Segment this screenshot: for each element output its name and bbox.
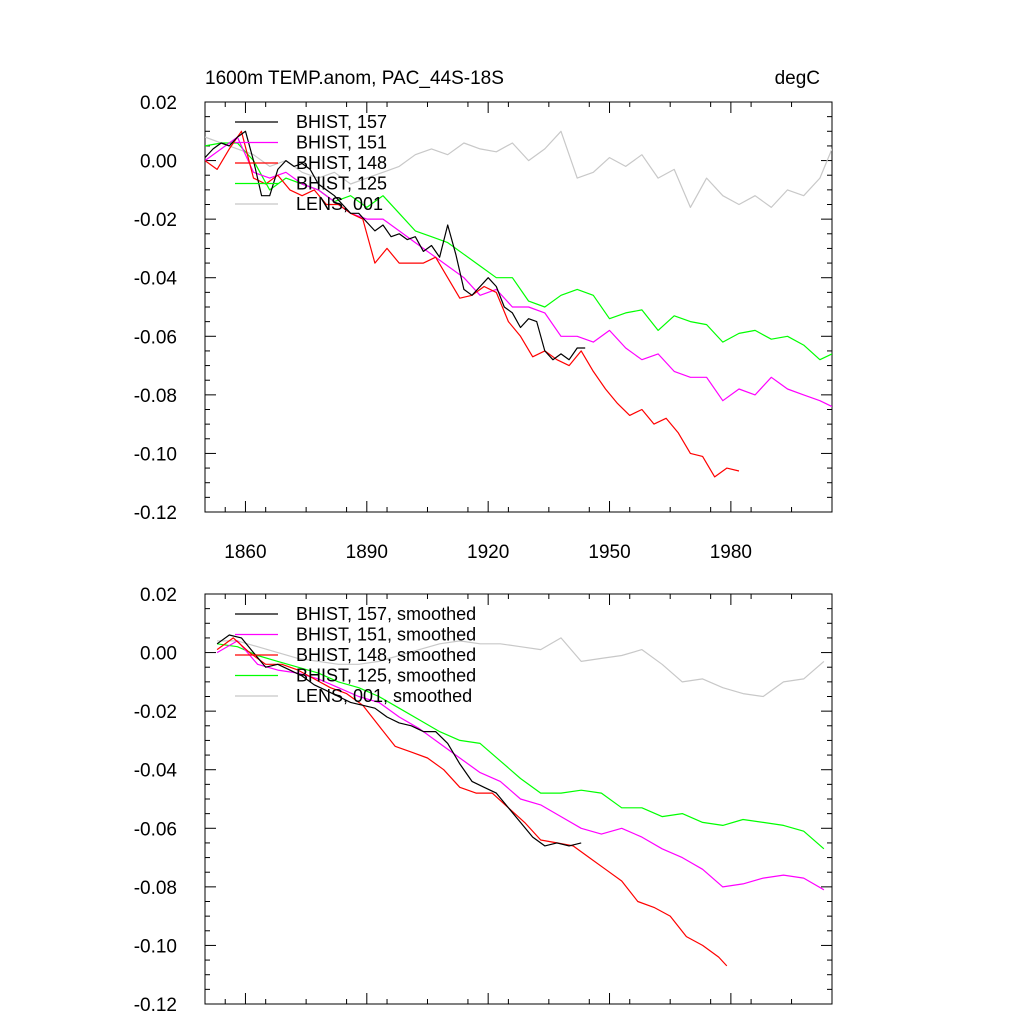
y-tick-label: -0.10 <box>134 936 177 957</box>
y-tick-label: -0.04 <box>134 761 178 782</box>
legend-label: LENS, 001 <box>296 194 383 214</box>
series-line <box>216 637 728 967</box>
chart-title: 1600m TEMP.anom, PAC_44S-18S <box>205 68 504 89</box>
x-tick-label: 1950 <box>588 542 630 563</box>
series-line <box>205 130 586 361</box>
y-tick-label: -0.02 <box>134 702 177 723</box>
y-tick-label: -0.10 <box>134 444 177 465</box>
series-line <box>205 136 832 408</box>
x-tick-label: 1890 <box>346 542 388 563</box>
y-tick-label: -0.08 <box>134 386 177 407</box>
y-tick-label: -0.06 <box>134 327 177 348</box>
series-line <box>216 640 825 891</box>
x-tick-label: 1860 <box>224 542 266 563</box>
legend-label: BHIST, 151 <box>296 133 387 153</box>
y-tick-label: -0.02 <box>134 210 177 231</box>
legend-label: LENS, 001, smoothed <box>296 686 472 706</box>
series-line <box>205 130 832 208</box>
y-tick-label: 0.00 <box>140 152 177 173</box>
legend-label: BHIST, 157, smoothed <box>296 604 476 624</box>
y-tick-label: 0.02 <box>140 585 177 606</box>
top-panel: 0.02 0.00 -0.02 -0.04 -0.06 -0.08 -0.10 -0.12 18… <box>134 93 833 563</box>
series-line <box>217 637 825 698</box>
legend-label: BHIST, 157 <box>296 112 387 132</box>
series-line <box>217 643 825 850</box>
y-tick-label: 0.00 <box>140 644 177 665</box>
x-tick-label: 1980 <box>710 542 752 563</box>
y-tick-label: -0.12 <box>134 503 177 524</box>
y-tick-label: -0.04 <box>134 269 178 290</box>
y-tick-label: 0.02 <box>140 93 177 114</box>
legend-label: BHIST, 151, smoothed <box>296 625 476 645</box>
legend-label: BHIST, 125 <box>296 174 387 194</box>
legend-label: BHIST, 148 <box>296 153 387 173</box>
y-tick-label: -0.06 <box>134 819 177 840</box>
legend-label: BHIST, 125, smoothed <box>296 666 476 686</box>
y-tick-label: -0.12 <box>134 995 177 1016</box>
legend-label: BHIST, 148, smoothed <box>296 645 476 665</box>
units-label: degC <box>775 68 820 89</box>
series-line <box>216 634 582 847</box>
bottom-panel: 0.02 0.00 -0.02 -0.04 -0.06 -0.08 -0.10 -0.12 BH… <box>134 585 833 1016</box>
y-tick-label: -0.08 <box>134 878 177 899</box>
x-tick-label: 1920 <box>467 542 509 563</box>
